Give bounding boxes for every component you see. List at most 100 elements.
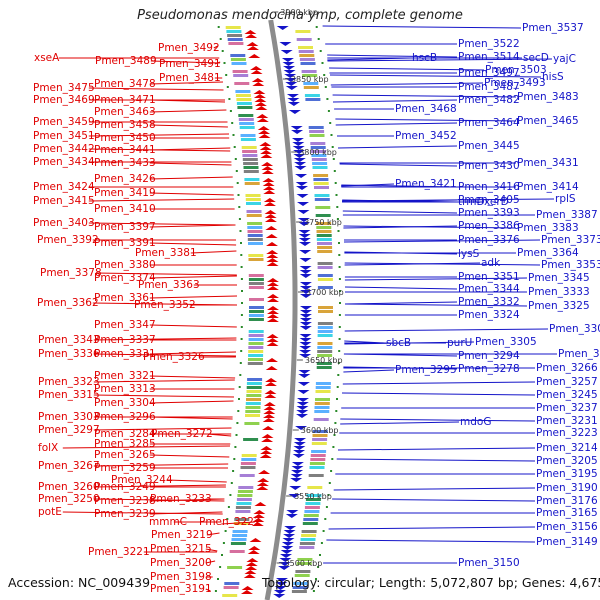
- gc-dot: [238, 206, 241, 208]
- gene-feature: [248, 330, 264, 333]
- gene-arrow: [252, 514, 265, 518]
- gene-feature: [240, 466, 256, 469]
- gc-dot: [233, 458, 236, 460]
- gene-leader-right: [343, 369, 395, 373]
- gene-label-left: Pmen_3284: [94, 428, 156, 440]
- gene-feature: [248, 254, 264, 257]
- gene-arrow: [298, 222, 311, 226]
- gene-feature: [315, 390, 331, 393]
- gene-feature: [317, 274, 333, 277]
- gene-feature: [294, 574, 310, 577]
- gc-dot: [333, 434, 336, 436]
- gene-feature: [303, 514, 319, 517]
- gene-feature: [245, 414, 260, 417]
- gene-leader-left: [93, 484, 226, 488]
- gene-arrow: [280, 50, 293, 54]
- gene-label-right: purU: [447, 337, 472, 349]
- gene-arrow: [297, 398, 309, 402]
- gene-feature: [248, 358, 263, 361]
- gene-label-right: yajC: [553, 53, 576, 65]
- gene-arrow: [294, 438, 307, 442]
- gene-feature: [248, 258, 264, 261]
- gene-label-right: adk: [481, 257, 501, 269]
- gene-arrow: [240, 590, 253, 594]
- gene-arrow: [299, 354, 312, 358]
- gc-dot: [335, 410, 338, 412]
- gene-feature: [245, 406, 261, 409]
- gene-feature: [300, 62, 316, 65]
- gc-dot: [219, 566, 222, 568]
- gene-feature: [316, 222, 332, 225]
- gene-feature: [304, 510, 320, 513]
- gene-feature: [312, 162, 328, 165]
- gene-leader-right: [339, 163, 458, 167]
- gene-arrow: [264, 218, 277, 222]
- gene-label-right: lysS: [458, 248, 480, 260]
- gene-feature: [309, 466, 325, 469]
- gc-dot: [323, 74, 326, 76]
- gene-arrow: [293, 158, 306, 162]
- gene-arrow: [286, 510, 299, 514]
- gene-leader-right: [340, 421, 460, 425]
- gene-label-right: Pmen_3503: [485, 64, 547, 76]
- gene-label-left: xseA: [34, 52, 60, 64]
- gene-arrow: [293, 442, 306, 446]
- gc-dot: [338, 266, 341, 268]
- gc-dot: [331, 458, 334, 460]
- genome-title: Pseudomonas mendocina ymp, complete geno…: [137, 8, 463, 23]
- gene-label-left: Pmen_3215: [150, 543, 212, 555]
- gene-label-right: Pmen_3245: [536, 389, 598, 401]
- gene-leader-right: [322, 25, 522, 29]
- gene-feature: [317, 242, 332, 245]
- gene-feature: [244, 182, 260, 185]
- gc-dot: [321, 62, 324, 64]
- gene-leader-right: [332, 94, 517, 98]
- gene-leader-right: [326, 539, 536, 543]
- gene-arrow: [251, 522, 264, 526]
- gc-dot: [332, 158, 335, 160]
- gc-dot: [229, 110, 232, 112]
- gene-label-right: Pmen_3150: [458, 557, 520, 569]
- gene-label-left: Pmen_3491: [159, 58, 221, 70]
- gene-label-right: Pmen_3464: [458, 117, 520, 129]
- gc-dot: [327, 110, 330, 112]
- gene-arrow: [286, 94, 299, 98]
- gene-arrow: [266, 358, 278, 362]
- gc-dot: [241, 290, 243, 292]
- gene-feature: [248, 242, 263, 245]
- gene-feature: [310, 142, 326, 145]
- gene-label-left: Pmen_3362: [37, 297, 99, 309]
- gene-leader-left: [206, 532, 220, 536]
- gene-feature: [309, 462, 325, 465]
- gene-feature: [248, 346, 264, 349]
- gene-label-right: Pmen_3387: [536, 209, 598, 221]
- gene-feature: [317, 326, 333, 329]
- gene-feature: [245, 194, 261, 197]
- gene-feature: [243, 166, 259, 169]
- gene-feature: [301, 530, 317, 533]
- gene-feature: [305, 502, 321, 505]
- gene-feature: [311, 154, 327, 157]
- gene-feature: [298, 50, 314, 53]
- gene-arrow: [252, 82, 265, 86]
- gene-feature: [229, 550, 245, 553]
- gc-dot: [319, 554, 321, 556]
- gene-leader-left: [62, 511, 223, 515]
- gene-arrow: [282, 62, 295, 66]
- gene-arrow: [265, 378, 278, 382]
- gene-arrow: [299, 314, 312, 318]
- gene-arrow: [241, 586, 254, 590]
- gene-arrow: [299, 318, 312, 322]
- gene-arrow: [254, 502, 267, 506]
- gc-dot: [217, 578, 219, 580]
- gene-feature: [299, 54, 315, 57]
- gc-dot: [329, 122, 332, 124]
- gene-label-left: Pmen_3458: [94, 119, 156, 131]
- gene-feature: [303, 518, 319, 521]
- gene-arrow: [278, 566, 291, 570]
- gene-leader-left: [206, 433, 232, 437]
- gene-label-left: Pmen_3397: [94, 221, 156, 233]
- gene-label-left: Pmen_3238: [94, 495, 156, 507]
- gc-dot: [315, 578, 317, 580]
- gene-leader-left: [93, 427, 232, 431]
